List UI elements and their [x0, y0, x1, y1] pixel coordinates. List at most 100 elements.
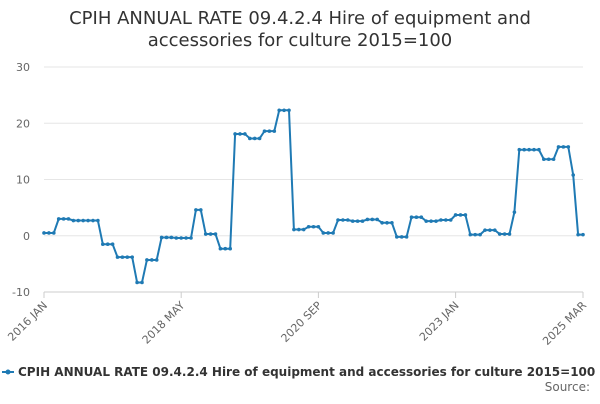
data-point[interactable] [468, 232, 473, 237]
data-point[interactable] [414, 215, 419, 219]
data-point[interactable] [517, 147, 522, 152]
data-point[interactable] [257, 136, 262, 141]
data-point[interactable] [71, 218, 76, 223]
data-point[interactable] [243, 132, 247, 136]
data-point[interactable] [238, 132, 242, 136]
data-point[interactable] [370, 217, 375, 222]
data-point[interactable] [365, 217, 370, 222]
data-point[interactable] [140, 280, 144, 285]
data-point[interactable] [424, 219, 429, 223]
data-point[interactable] [101, 242, 105, 246]
data-point[interactable] [174, 236, 179, 240]
data-point[interactable] [297, 227, 301, 232]
data-point[interactable] [483, 228, 487, 232]
data-point[interactable] [478, 232, 482, 237]
data-point[interactable] [56, 217, 61, 221]
data-point[interactable] [429, 219, 433, 223]
data-point[interactable] [86, 218, 90, 223]
data-point[interactable] [150, 258, 154, 262]
data-point[interactable] [76, 218, 81, 223]
data-point[interactable] [272, 129, 277, 133]
data-point[interactable] [61, 217, 66, 221]
data-point[interactable] [542, 157, 546, 162]
data-point[interactable] [110, 242, 115, 246]
data-point[interactable] [306, 224, 311, 229]
data-point[interactable] [267, 129, 272, 133]
data-point[interactable] [326, 231, 331, 235]
data-point[interactable] [395, 235, 399, 239]
data-point[interactable] [194, 208, 198, 212]
data-point[interactable] [551, 157, 556, 162]
data-point[interactable] [522, 147, 526, 152]
legend[interactable]: CPIH ANNUAL RATE 09.4.2.4 Hire of equipm… [2, 365, 595, 379]
data-point[interactable] [390, 221, 394, 225]
data-point[interactable] [145, 258, 149, 262]
data-point[interactable] [81, 218, 85, 223]
data-point[interactable] [576, 232, 580, 237]
data-point[interactable] [355, 219, 360, 223]
data-point[interactable] [458, 213, 463, 217]
data-point[interactable] [159, 235, 164, 240]
data-point[interactable] [527, 147, 531, 152]
data-point[interactable] [546, 157, 551, 162]
data-point[interactable] [331, 231, 335, 235]
data-point[interactable] [311, 224, 316, 229]
data-point[interactable] [385, 221, 389, 225]
data-point[interactable] [96, 218, 100, 223]
data-point[interactable] [316, 224, 321, 229]
data-point[interactable] [105, 242, 110, 246]
data-point[interactable] [120, 255, 125, 259]
data-point[interactable] [52, 231, 56, 235]
data-point[interactable] [91, 218, 95, 223]
data-point[interactable] [434, 219, 438, 223]
data-point[interactable] [115, 255, 120, 259]
data-point[interactable] [360, 219, 365, 223]
data-point[interactable] [375, 217, 380, 222]
data-point[interactable] [532, 147, 536, 152]
data-point[interactable] [218, 246, 223, 251]
data-point[interactable] [350, 219, 355, 223]
data-point[interactable] [473, 232, 478, 237]
data-point[interactable] [537, 147, 541, 152]
data-point[interactable] [125, 255, 130, 259]
data-point[interactable] [497, 232, 502, 236]
data-point[interactable] [439, 218, 443, 222]
data-point[interactable] [233, 132, 237, 136]
data-point[interactable] [336, 218, 340, 222]
data-point[interactable] [321, 231, 326, 235]
data-point[interactable] [135, 280, 139, 285]
data-point[interactable] [213, 232, 218, 236]
data-point[interactable] [488, 228, 492, 232]
data-point[interactable] [404, 235, 409, 239]
data-point[interactable] [47, 231, 51, 235]
data-point[interactable] [228, 246, 232, 251]
data-point[interactable] [463, 213, 468, 217]
data-point[interactable] [179, 236, 183, 240]
data-point[interactable] [66, 217, 71, 221]
data-point[interactable] [419, 215, 424, 219]
data-point[interactable] [262, 129, 267, 133]
data-point[interactable] [448, 218, 453, 222]
data-point[interactable] [444, 218, 448, 222]
data-point[interactable] [566, 145, 571, 149]
data-point[interactable] [301, 227, 306, 232]
data-point[interactable] [346, 218, 350, 222]
data-point[interactable] [164, 235, 169, 240]
data-point[interactable] [252, 136, 257, 141]
data-point[interactable] [287, 108, 291, 113]
data-point[interactable] [282, 108, 286, 113]
series-line[interactable] [44, 109, 583, 284]
data-point[interactable] [502, 232, 507, 236]
data-point[interactable] [199, 208, 203, 212]
data-point[interactable] [277, 108, 282, 113]
data-point[interactable] [154, 258, 159, 262]
data-point[interactable] [169, 235, 174, 240]
data-point[interactable] [512, 210, 517, 214]
data-point[interactable] [223, 246, 228, 251]
data-point[interactable] [581, 232, 585, 237]
data-point[interactable] [341, 218, 345, 222]
data-point[interactable] [571, 173, 575, 177]
data-point[interactable] [561, 145, 566, 149]
data-point[interactable] [493, 228, 497, 232]
data-point[interactable] [380, 221, 384, 225]
